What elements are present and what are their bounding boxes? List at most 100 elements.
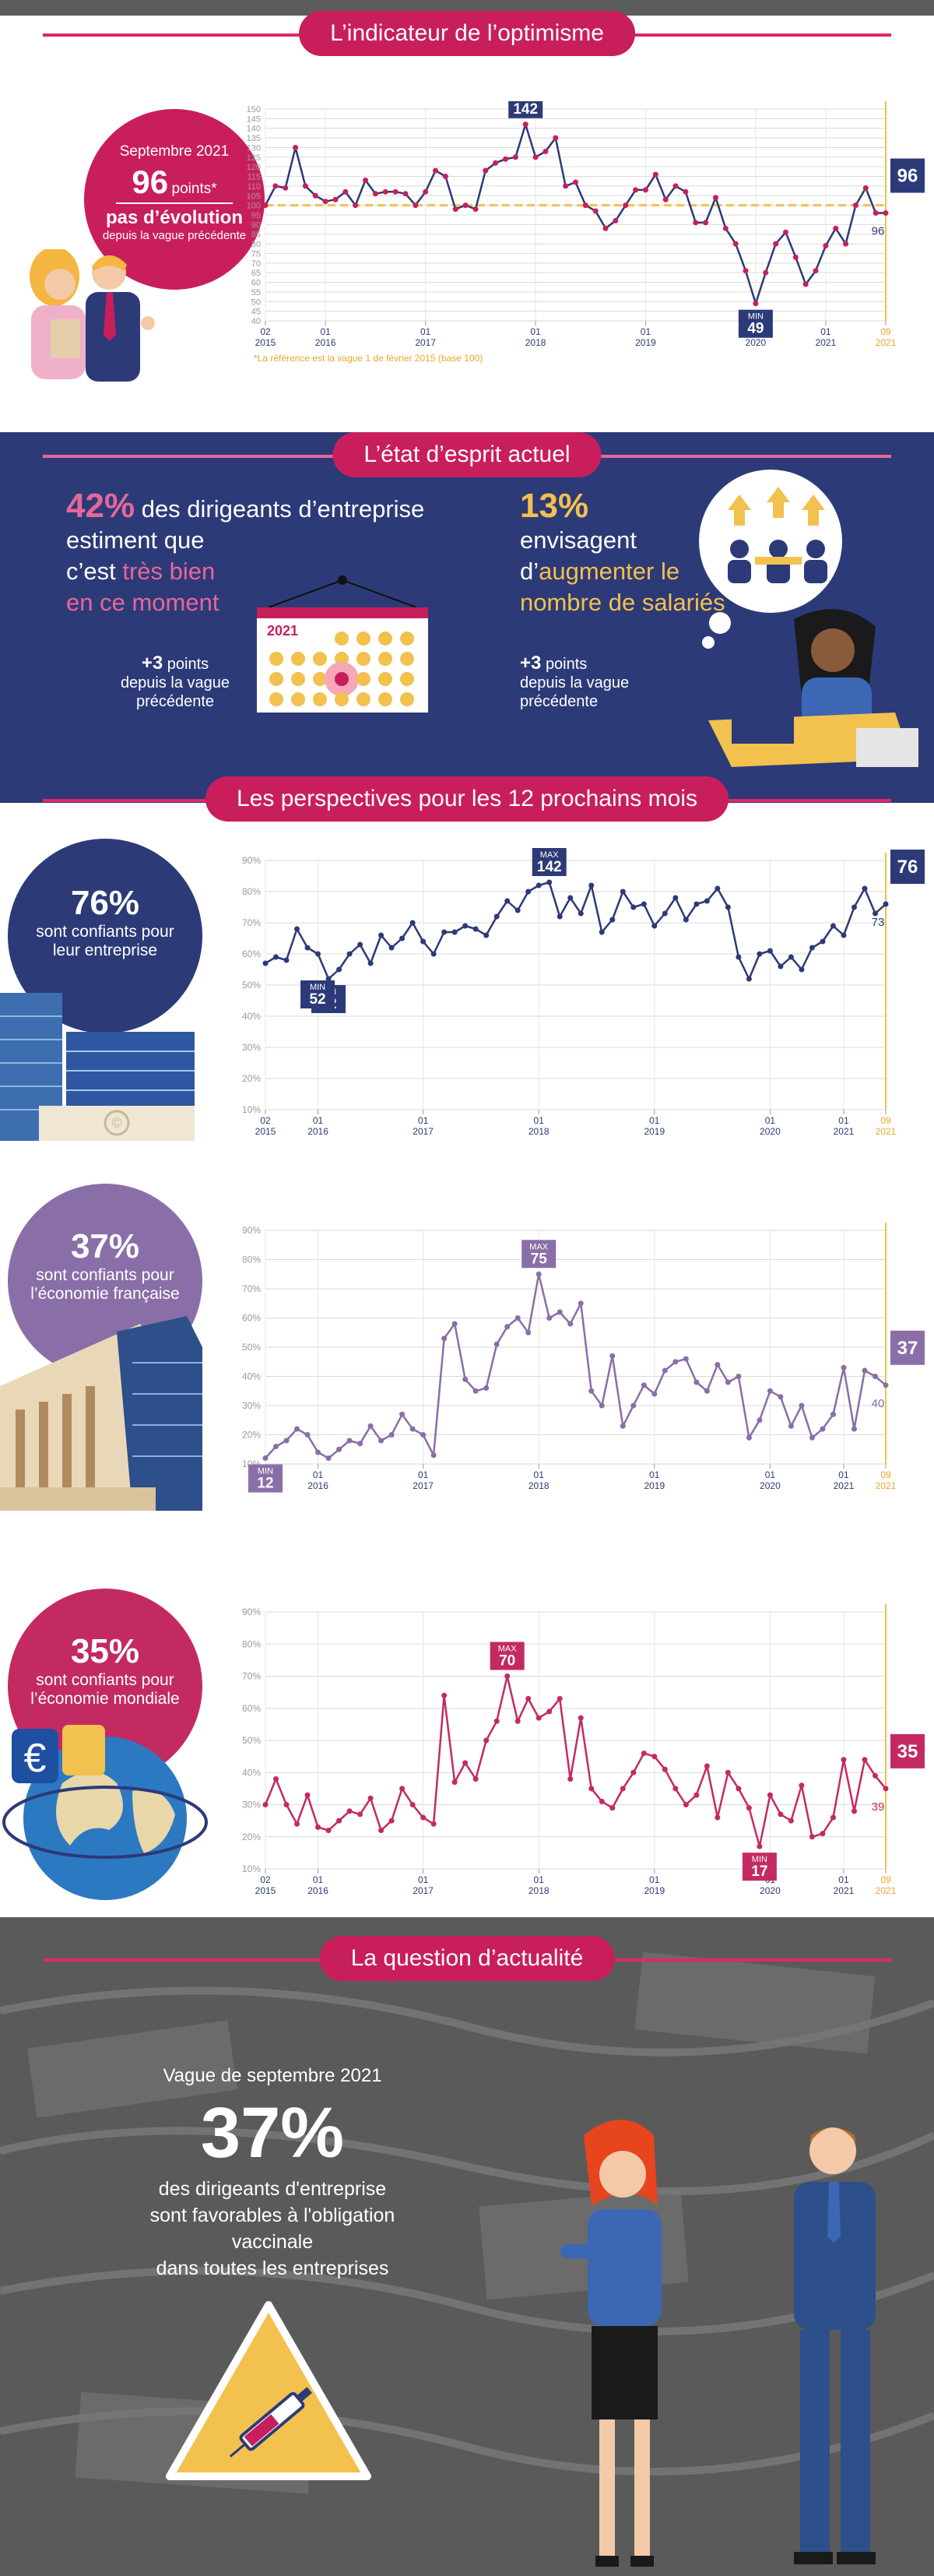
world-data-point [704, 1763, 710, 1769]
france-data-point [462, 1376, 469, 1382]
world-data-point [851, 1808, 857, 1814]
svg-text:€: € [24, 1736, 47, 1781]
france-data-point [672, 1359, 679, 1365]
world-x-tick-month: 01 [534, 1874, 545, 1885]
france-data-point [514, 1315, 521, 1321]
calendar-day-dot [378, 672, 392, 686]
france-min-tag-box [248, 1464, 283, 1493]
world-min-tag-value: 17 [751, 1863, 767, 1880]
france-data-point [683, 1356, 689, 1362]
company-series-line [265, 881, 887, 980]
optimism-x-tick-year: 2021 [876, 337, 897, 348]
world-y-tick: 20% [242, 1832, 261, 1842]
world-data-point [757, 1843, 763, 1849]
world-x-tick-year: 2021 [834, 1885, 855, 1896]
company-x-tick-year: 2015 [255, 1126, 276, 1137]
optimism-data-point [483, 167, 489, 174]
optimism-data-point [883, 210, 889, 216]
optimism-data-point [402, 191, 409, 197]
france-data-point [830, 1411, 836, 1417]
company-data-point [567, 895, 574, 901]
company-data-point [451, 929, 458, 935]
world-last-tag-value: 35 [897, 1741, 918, 1762]
question-pct: 37% [200, 2093, 345, 2173]
company-data-point [304, 945, 311, 951]
company-y-tick: 30% [242, 1042, 261, 1053]
world-data-point [651, 1754, 658, 1760]
france-data-point [304, 1432, 311, 1438]
vaccine-warning-icon [166, 2301, 371, 2480]
company-data-point [609, 917, 616, 923]
optimism-y-tick: 55 [251, 288, 261, 297]
optimism-max-tag-label: MAX [516, 101, 535, 102]
company-data-point [788, 954, 794, 960]
company-data-point [493, 913, 500, 920]
state-right-delta-value: +3 [520, 653, 542, 674]
france-data-point [630, 1402, 637, 1409]
france-data-point [715, 1362, 721, 1367]
state-title-row: L’état d’esprit actuel [0, 432, 934, 479]
company-data-point [883, 901, 889, 907]
section-title-state: L’état d’esprit actuel [332, 432, 602, 477]
world-max-tag-box [490, 1642, 525, 1670]
question-title-row: La question d’actualité [0, 1936, 934, 1983]
world-y-tick: 80% [242, 1638, 261, 1649]
optimism-y-tick: 145 [247, 114, 261, 124]
optimism-data-point [413, 202, 419, 209]
france-y-tick: 60% [242, 1313, 261, 1324]
france-data-point [651, 1391, 658, 1397]
optimism-max-tag-value: 142 [513, 101, 538, 118]
company-data-point [546, 879, 553, 885]
france-block: 37% sont confiants pour l’économie franç… [0, 1184, 934, 1511]
business-people-illustration [30, 249, 155, 382]
world-chart: 10%20%30%40%50%60%70%80%90%0220150120160… [242, 1604, 925, 1896]
france-data-point [357, 1441, 363, 1447]
state-left-delta-unit: points [167, 656, 209, 673]
state-right-delta-unit: points [545, 656, 588, 673]
optimism-data-point [283, 185, 289, 191]
france-data-point [409, 1426, 416, 1432]
world-x-tick-year: 2018 [528, 1885, 550, 1896]
optimism-data-point [342, 188, 349, 195]
calendar-day-dot [400, 672, 414, 686]
question-line1: des dirigeants d'entreprise [158, 2178, 387, 2200]
france-data-point [641, 1382, 647, 1388]
france-y-tick: 90% [242, 1225, 261, 1236]
france-y-tick: 50% [242, 1342, 261, 1353]
company-data-point [315, 951, 321, 957]
world-data-point [578, 1715, 584, 1721]
optimism-title-row: L’indicateur de l’optimisme [0, 11, 934, 58]
world-x-tick-year: 2019 [644, 1885, 665, 1896]
optimism-data-point [792, 254, 799, 260]
france-x-tick-month: 01 [418, 1469, 429, 1480]
france-data-point [872, 1374, 878, 1379]
france-min-tag-value: 12 [257, 1476, 273, 1492]
world-data-point [746, 1805, 752, 1811]
world-y-tick: 10% [242, 1863, 261, 1874]
question-line3: dans toutes les entreprises [156, 2258, 389, 2279]
france-prev-value: 40 [872, 1397, 885, 1410]
optimism-x-tick-month: 01 [320, 326, 331, 337]
france-data-point [315, 1449, 321, 1455]
france-line2: l’économie française [30, 1285, 180, 1303]
state-right-delta-sub2: précédente [520, 693, 599, 710]
company-last-tag-box [890, 850, 925, 884]
company-prev-value: 73 [872, 916, 885, 929]
optimism-y-tick: 110 [247, 182, 261, 192]
optimism-data-point [602, 225, 609, 231]
france-data-point [399, 1411, 406, 1417]
company-data-point [862, 885, 868, 892]
state-left-line4: en ce moment [66, 589, 219, 616]
optimism-data-point [293, 144, 299, 150]
company-x-tick-year: 2021 [876, 1126, 897, 1137]
optimism-y-tick: 95 [251, 211, 261, 220]
company-x-tick-month: 01 [534, 1115, 545, 1126]
world-y-tick: 90% [242, 1606, 261, 1617]
badge-headline: pas d’évolution [105, 207, 243, 228]
company-data-point [578, 910, 584, 917]
optimism-data-point [873, 210, 879, 216]
company-data-point [662, 910, 668, 917]
optimism-data-point [862, 185, 869, 191]
world-data-point [336, 1818, 342, 1824]
optimism-y-tick: 40 [251, 317, 261, 326]
